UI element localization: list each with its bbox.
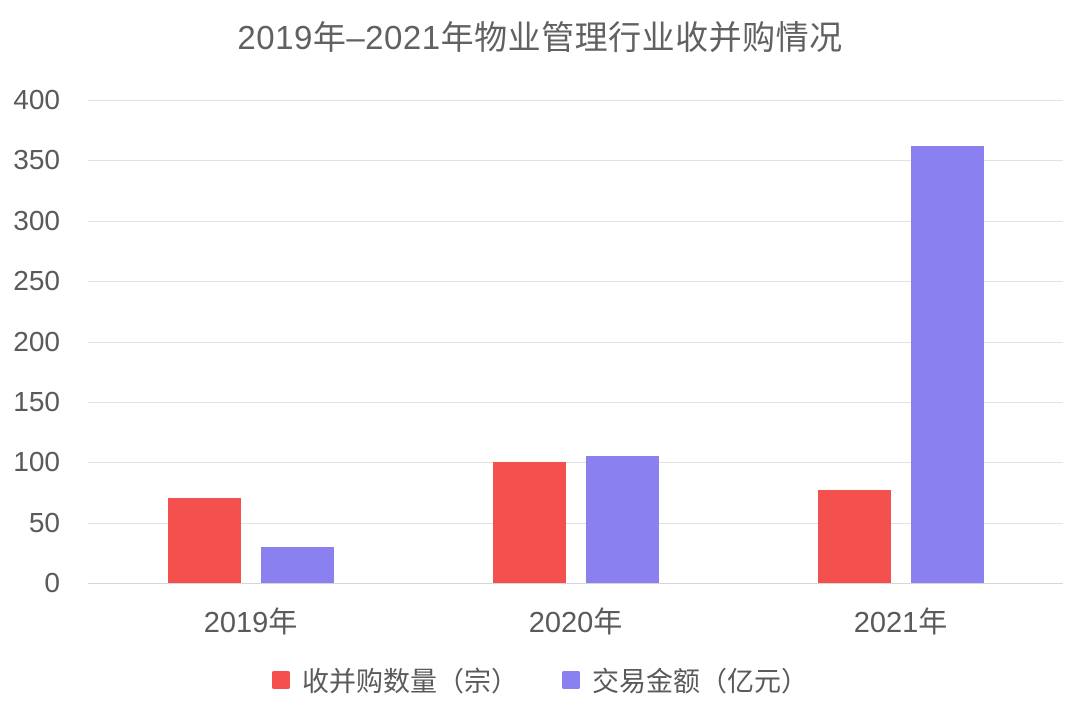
legend-entry-1: 收并购数量（宗） [272,660,518,699]
gridline-50 [88,522,1063,524]
x-tick-label-2019年: 2019年 [203,607,298,639]
gridline-200 [88,341,1063,343]
gridline-250 [88,281,1063,283]
gridline-150 [88,401,1063,403]
bar-series1-2020年 [492,462,566,583]
legend-label-2: 交易金额（亿元） [592,667,808,697]
y-tick-label-0: 0 [44,567,60,598]
x-axis-tick-labels: 2019年 2020年 2021年 [88,603,1063,643]
gridline-300 [88,220,1063,222]
legend: 收并购数量（宗） 交易金额（亿元） [0,660,1080,699]
bar-group-2019年 [88,100,413,583]
y-tick-label-150: 150 [13,385,60,417]
legend-swatch-icon [562,670,580,689]
y-tick-label-400: 400 [13,84,60,115]
y-tick-label-350: 350 [13,144,60,176]
bar-series1-2021年 [817,490,891,583]
bar-series2-2019年 [260,546,334,583]
legend-swatch-icon [272,670,290,689]
y-tick-label-200: 200 [13,325,60,357]
y-tick-label-300: 300 [13,204,60,236]
gridline-350 [88,160,1063,162]
legend-label-1: 收并购数量（宗） [302,667,518,697]
bar-group-2021年 [738,100,1063,583]
gridline-100 [88,462,1063,464]
legend-entry-2: 交易金额（亿元） [562,660,808,699]
plot-area [88,100,1063,584]
gridline-0 [88,583,1063,584]
gridline-400 [88,100,1063,101]
y-tick-label-250: 250 [13,265,60,297]
bar-group-2020年 [413,100,738,583]
bar-series2-2021年 [910,145,984,583]
y-tick-label-50: 50 [28,506,60,538]
bar-series2-2020年 [585,456,659,583]
x-tick-label-2020年: 2020年 [528,607,623,639]
bar-series1-2019年 [167,498,241,583]
x-tick-label-2021年: 2021年 [853,607,948,639]
y-axis-tick-labels: 0 50 100 150 200 250 300 350 400 [0,84,60,598]
chart-title: 2019年–2021年物业管理行业收并购情况 [237,19,843,56]
y-tick-label-100: 100 [13,446,60,478]
